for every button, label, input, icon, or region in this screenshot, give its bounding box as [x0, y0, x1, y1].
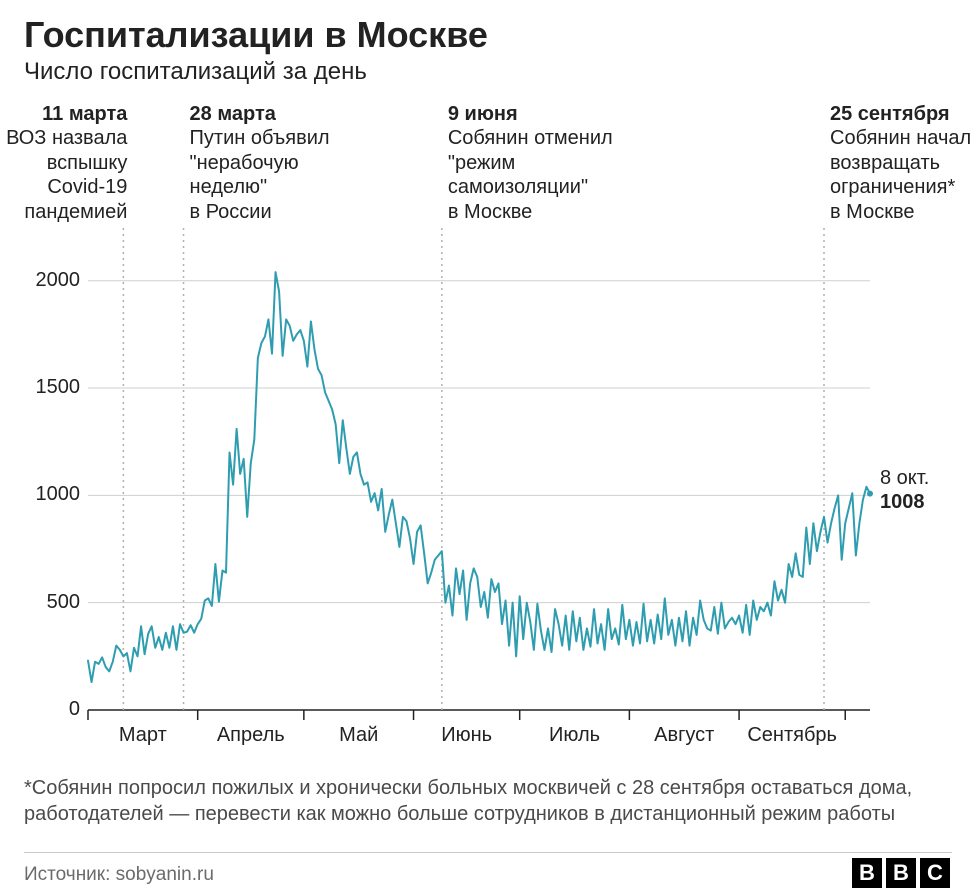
end-date: 8 окт.	[880, 467, 929, 489]
x-tick-label: Апрель	[217, 724, 285, 747]
bbc-logo-block: B	[852, 858, 882, 888]
x-tick-label: Июль	[549, 724, 600, 747]
annotation-date: 9 июня	[448, 103, 518, 125]
x-tick-label: Март	[119, 724, 167, 747]
x-tick-label: Май	[339, 724, 378, 747]
end-value: 1008	[880, 491, 925, 513]
annotation-date: 25 сентября	[830, 103, 950, 125]
x-tick-label: Июнь	[441, 724, 492, 747]
y-tick-label: 1500	[20, 376, 80, 399]
annotation: 28 марта Путин объявил "нерабочую неделю…	[190, 102, 330, 224]
bbc-logo: BBC	[852, 858, 950, 888]
annotation-date: 28 марта	[190, 103, 276, 125]
bbc-logo-block: B	[886, 858, 916, 888]
source-label: Источник: sobyanin.ru	[24, 864, 214, 886]
annotation: 25 сентября Собянин начал возвращать огр…	[830, 102, 971, 224]
footer-divider	[24, 852, 952, 853]
y-tick-label: 2000	[20, 269, 80, 292]
x-tick-label: Сентябрь	[747, 724, 837, 747]
annotation-date: 11 марта	[42, 103, 127, 125]
annotation: 11 марта ВОЗ назвала вспышку Covid-19 па…	[6, 102, 127, 224]
y-tick-label: 1000	[20, 483, 80, 506]
y-tick-label: 500	[20, 591, 80, 614]
x-tick-label: Август	[654, 724, 714, 747]
bbc-logo-block: C	[920, 858, 950, 888]
end-point-label: 8 окт. 1008	[880, 466, 929, 514]
chart-footnote: *Собянин попросил пожилых и хронически б…	[24, 776, 924, 827]
annotation: 9 июня Собянин отменил "режим самоизоляц…	[448, 102, 613, 224]
y-tick-label: 0	[20, 698, 80, 721]
